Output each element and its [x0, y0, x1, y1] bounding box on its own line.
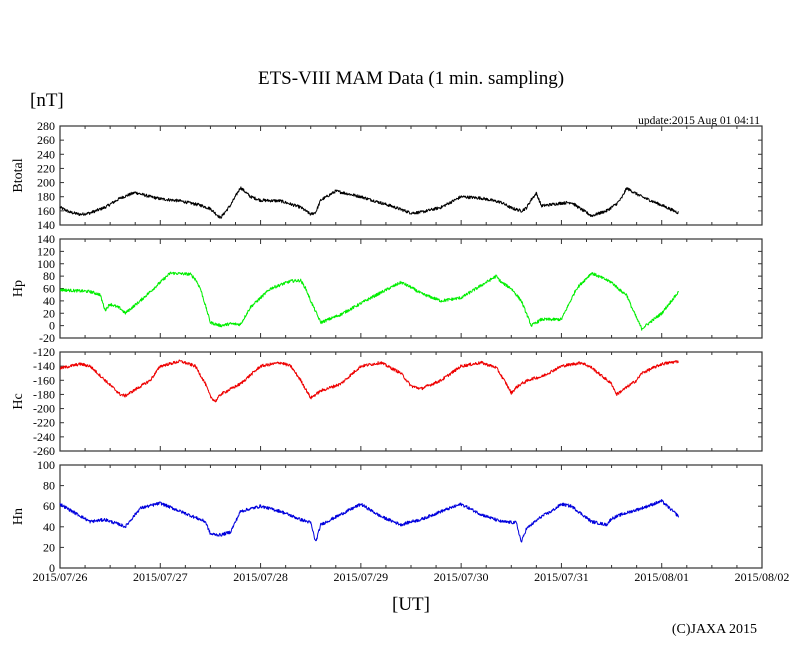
y-tick-label: 100 — [37, 458, 55, 472]
x-tick-labels: 2015/07/26 2015/07/27 2015/07/28 2015/07/29… — [33, 570, 790, 584]
y-tick-label: 40 — [43, 520, 55, 534]
chart-title: ETS-VIII MAM Data (1 min. sampling) — [258, 68, 564, 89]
series-line-hn — [59, 499, 680, 543]
y-tick-label: -180 — [33, 387, 55, 401]
x-tick-label: 2015/07/28 — [233, 570, 288, 584]
y-tick-label: 140 — [37, 232, 55, 246]
y-tick-label: 280 — [37, 119, 55, 133]
unit-label: [nT] — [30, 90, 64, 111]
x-tick-label: 2015/08/01 — [634, 570, 689, 584]
y-tick-label: 200 — [37, 176, 55, 190]
x-tick-label: 2015/07/31 — [534, 570, 589, 584]
series-line-btotal — [59, 186, 679, 219]
plot-frame — [59, 125, 763, 226]
update-label: update:2015 Aug 01 04:11 — [638, 115, 760, 127]
y-tick-label: 60 — [43, 499, 55, 513]
y-tick-label: -120 — [33, 345, 55, 359]
series-line-hp — [59, 271, 680, 331]
plot-frame — [59, 464, 763, 569]
y-tick-label: -240 — [33, 430, 55, 444]
y-tick-label: 60 — [43, 282, 55, 296]
y-tick-label: 40 — [43, 294, 55, 308]
series-line-hc — [59, 359, 679, 403]
y-tick-label: -260 — [33, 444, 55, 458]
y-tick-label: 180 — [37, 190, 55, 204]
y-tick-label: -160 — [33, 373, 55, 387]
y-tick-label: 80 — [43, 479, 55, 493]
y-tick-label: 100 — [37, 257, 55, 271]
y-tick-label: 80 — [43, 269, 55, 283]
panel-hn: 0 20 40 60 80 100 Hn — [11, 458, 763, 575]
y-tick-label: 160 — [37, 204, 55, 218]
y-axis-label: Btotal — [11, 158, 26, 192]
y-tick-label: -200 — [33, 402, 55, 416]
y-tick-label: 140 — [37, 218, 55, 232]
panels: 140160180200220240260280Btotal-200204060… — [11, 119, 763, 575]
x-tick-label: 2015/07/30 — [434, 570, 489, 584]
y-tick-label: -220 — [33, 416, 55, 430]
y-axis-label: Hp — [11, 280, 26, 297]
y-tick-label: -20 — [39, 331, 55, 345]
x-tick-label: 2015/08/02 — [735, 570, 790, 584]
y-tick-label: 20 — [43, 540, 55, 554]
y-axis-label: Hc — [11, 393, 26, 409]
y-tick-label: 240 — [37, 147, 55, 161]
y-tick-label: 20 — [43, 306, 55, 320]
x-axis-label: [UT] — [392, 594, 430, 615]
y-tick-label: 0 — [49, 561, 55, 575]
y-tick-label: 260 — [37, 133, 55, 147]
y-tick-label: 0 — [49, 319, 55, 333]
x-tick-label: 2015/07/26 — [33, 570, 88, 584]
y-tick-label: -140 — [33, 359, 55, 373]
y-tick-label: 220 — [37, 161, 55, 175]
y-tick-label: 120 — [37, 244, 55, 258]
panel-hc: -260-240-220-200-180-160-140-120 Hc — [11, 345, 763, 458]
y-axis-label: Hn — [11, 508, 26, 525]
copyright-label: (C)JAXA 2015 — [672, 622, 757, 637]
x-tick-label: 2015/07/27 — [133, 570, 188, 584]
x-tick-label: 2015/07/29 — [334, 570, 389, 584]
